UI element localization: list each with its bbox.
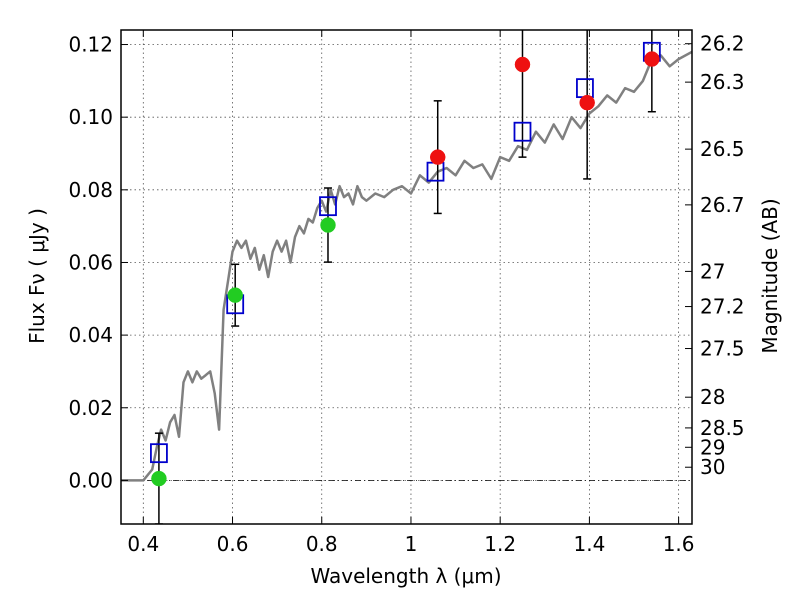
- series-layer: [121, 30, 692, 524]
- plot-frame: [120, 29, 693, 525]
- y-tick-label: 0.06: [68, 250, 113, 274]
- magnitude-tick-label: 30: [700, 455, 725, 479]
- x-tick-label: 1.6: [663, 532, 695, 556]
- photometry-point: [151, 470, 167, 487]
- y-tick-label: 0.04: [68, 323, 113, 347]
- photometry-point: [514, 56, 531, 73]
- magnitude-tick-label: 26.2: [700, 32, 745, 56]
- model-photometry-square: [426, 161, 445, 182]
- magnitude-tick-label: 27.5: [700, 337, 745, 361]
- photometry-point: [644, 51, 660, 67]
- magnitude-tick-label: 29: [700, 435, 725, 459]
- y-tick-label: 0.00: [68, 468, 113, 492]
- photometry-point: [429, 149, 446, 165]
- photometry-point: [579, 94, 595, 111]
- x-tick-label: 0.6: [217, 532, 249, 556]
- x-tick-label: 1.2: [484, 532, 516, 556]
- y-tick-label: 0.02: [68, 396, 113, 420]
- y-tick-label: 0.10: [68, 105, 113, 129]
- grid-layer: [121, 30, 692, 524]
- model-photometry-square: [319, 196, 337, 217]
- sed-model-line: [121, 50, 692, 482]
- y2-axis-title: Magnitude (AB): [758, 198, 782, 353]
- x-tick-label: 1: [405, 532, 418, 556]
- photometry-point: [320, 217, 336, 233]
- magnitude-tick-label: 26.7: [700, 193, 745, 217]
- magnitude-tick-label: 26.3: [700, 70, 745, 94]
- y-tick-label: 0.08: [68, 178, 113, 202]
- model-photometry-square: [513, 121, 532, 142]
- magnitude-tick-label: 28.5: [700, 416, 745, 440]
- x-axis-title: Wavelength λ (μm): [310, 564, 501, 588]
- magnitude-tick-label: 26.5: [700, 137, 745, 161]
- photometry-point: [227, 287, 243, 303]
- y-tick-label: 0.12: [68, 33, 113, 57]
- magnitude-tick-label: 27: [700, 259, 725, 283]
- magnitude-tick-label: 27.2: [700, 295, 745, 319]
- axis-layer: 0.4 0.6 0.8 1 1.2 1.4 1.6 0.00 0.02 0.04 0.06 0.08 0…: [68, 30, 745, 556]
- x-tick-label: 0.4: [127, 532, 159, 556]
- x-tick-label: 0.8: [306, 532, 338, 556]
- model-photometry-square: [150, 443, 168, 464]
- model-photometry-square: [576, 78, 594, 99]
- y-axis-title: Flux Fν ( μJy ): [25, 208, 49, 344]
- x-tick-label: 1.4: [573, 532, 605, 556]
- magnitude-tick-label: 28: [700, 385, 725, 409]
